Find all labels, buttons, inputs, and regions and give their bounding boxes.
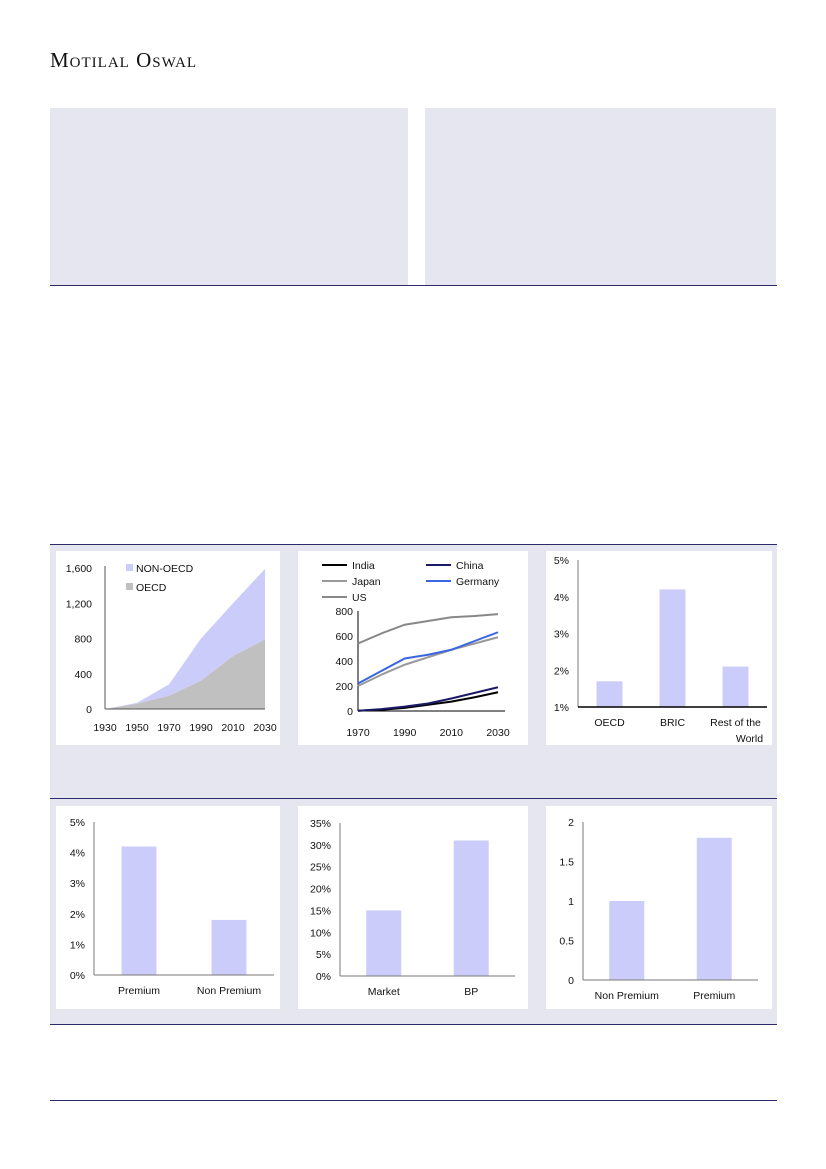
y-tick-label: 400 xyxy=(74,669,92,681)
divider-rule xyxy=(50,544,777,545)
y-tick-label: 0% xyxy=(316,971,331,983)
x-tick-label: 1970 xyxy=(346,727,370,739)
y-tick-label: 2 xyxy=(568,817,574,829)
bar xyxy=(453,840,489,976)
x-tick-label: 1930 xyxy=(93,722,117,734)
y-tick-label: 35% xyxy=(310,818,331,830)
chart-panel-bar-market: 0% 5% 10% 15% 20% 25% 30% 35% Market BP xyxy=(298,806,528,1009)
y-tick-label: 30% xyxy=(310,840,331,852)
bar-chart-market: 0% 5% 10% 15% 20% 25% 30% 35% Market BP xyxy=(310,818,515,998)
line-chart: 0 200 400 600 800 1970 1990 2010 2030 India China J… xyxy=(322,560,510,739)
x-tick-label: 2030 xyxy=(253,722,277,734)
x-tick-label: World xyxy=(736,733,763,745)
y-tick-label: 800 xyxy=(335,606,353,618)
x-tick-label: 1990 xyxy=(393,727,417,739)
y-tick-label: 1% xyxy=(554,702,569,714)
series-line-japan xyxy=(357,636,499,687)
bar xyxy=(596,681,623,707)
bar-chart-ratio: 0 0.5 1 1.5 2 Non Premium Premium xyxy=(559,817,758,1002)
y-tick-label: 200 xyxy=(335,681,353,693)
x-tick-label: Premium xyxy=(693,990,735,1002)
legend-label-japan: Japan xyxy=(352,576,381,588)
y-tick-label: 1.5 xyxy=(559,857,574,869)
y-tick-label: 0.5 xyxy=(559,936,574,948)
y-tick-label: 0 xyxy=(347,706,353,718)
legend-swatch-oecd xyxy=(126,583,133,590)
bar xyxy=(696,837,732,980)
y-tick-label: 5% xyxy=(316,949,331,961)
y-tick-label: 4% xyxy=(70,848,85,860)
series-line-china xyxy=(357,686,499,712)
x-tick-label: BP xyxy=(464,986,478,998)
oecd-area xyxy=(105,639,265,709)
x-tick-label: Non Premium xyxy=(197,985,261,997)
y-tick-label: 5% xyxy=(70,817,85,829)
y-tick-label: 1% xyxy=(70,939,85,951)
bar xyxy=(366,910,402,976)
y-tick-label: 10% xyxy=(310,927,331,939)
summary-box-right xyxy=(425,108,776,285)
legend-label-non-oecd: NON-OECD xyxy=(136,563,194,575)
area-chart: 0 400 800 1,200 1,600 1930 1950 1970 1990 2010 203… xyxy=(66,563,277,734)
bar xyxy=(121,846,157,975)
y-tick-label: 2% xyxy=(70,909,85,921)
y-tick-label: 1,200 xyxy=(66,598,92,610)
x-tick-label: 1970 xyxy=(157,722,181,734)
x-tick-label: 2010 xyxy=(221,722,245,734)
series-line-india xyxy=(357,691,499,712)
y-tick-label: 1 xyxy=(568,896,574,908)
legend-label-us: US xyxy=(352,592,367,604)
y-tick-label: 0 xyxy=(568,975,574,987)
x-tick-label: Market xyxy=(368,986,400,998)
legend-label-germany: Germany xyxy=(456,576,500,588)
legend-label-oecd: OECD xyxy=(136,582,167,594)
summary-box-left xyxy=(50,108,408,285)
y-tick-label: 5% xyxy=(554,555,569,567)
bar xyxy=(722,666,749,707)
x-tick-label: OECD xyxy=(594,717,625,729)
y-tick-label: 2% xyxy=(554,665,569,677)
chart-panel-lines: 0 200 400 600 800 1970 1990 2010 2030 India China J… xyxy=(298,551,528,745)
y-tick-label: 3% xyxy=(70,878,85,890)
x-tick-label: 2010 xyxy=(440,727,464,739)
y-tick-label: 1,600 xyxy=(66,563,92,575)
x-tick-label: 1950 xyxy=(125,722,149,734)
x-tick-label: Premium xyxy=(118,985,160,997)
series-line-germany xyxy=(357,631,499,685)
divider-rule xyxy=(50,1024,777,1025)
x-tick-label: Rest of the xyxy=(710,717,761,729)
chart-panel-bar-ratio: 0 0.5 1 1.5 2 Non Premium Premium xyxy=(546,806,772,1009)
chart-panel-bar-regions: 1% 2% 3% 4% 5% OECD BRIC Rest of the World xyxy=(546,551,772,745)
y-tick-label: 15% xyxy=(310,905,331,917)
y-tick-label: 20% xyxy=(310,884,331,896)
non-oecd-area xyxy=(105,568,265,709)
brand-logo: Motilal Oswal xyxy=(50,48,198,72)
x-tick-label: 2030 xyxy=(486,727,510,739)
y-tick-label: 600 xyxy=(335,631,353,643)
footer-rule xyxy=(50,1100,777,1101)
y-tick-label: 0 xyxy=(86,704,92,716)
y-tick-label: 25% xyxy=(310,862,331,874)
x-tick-label: BRIC xyxy=(660,717,686,729)
bar xyxy=(211,919,247,975)
x-tick-label: 1990 xyxy=(189,722,213,734)
bar xyxy=(659,589,686,707)
y-tick-label: 800 xyxy=(74,634,92,646)
chart-panel-bar-premium: 0% 1% 2% 3% 4% 5% Premium Non Premium xyxy=(56,806,280,1009)
legend-label-china: China xyxy=(456,560,484,572)
legend-label-india: India xyxy=(352,560,375,572)
y-tick-label: 400 xyxy=(335,656,353,668)
series-line-us xyxy=(357,613,499,645)
bar-chart-regions: 1% 2% 3% 4% 5% OECD BRIC Rest of the World xyxy=(554,555,767,745)
chart-panel-area: 0 400 800 1,200 1,600 1930 1950 1970 1990 2010 203… xyxy=(56,551,280,745)
legend-swatch-non-oecd xyxy=(126,564,133,571)
y-tick-label: 0% xyxy=(70,970,85,982)
y-tick-label: 3% xyxy=(554,629,569,641)
y-tick-label: 4% xyxy=(554,592,569,604)
x-tick-label: Non Premium xyxy=(595,990,659,1002)
divider-rule xyxy=(50,285,777,286)
bar-chart-premium: 0% 1% 2% 3% 4% 5% Premium Non Premium xyxy=(70,817,274,997)
divider-rule xyxy=(50,798,777,799)
bar xyxy=(609,901,645,980)
